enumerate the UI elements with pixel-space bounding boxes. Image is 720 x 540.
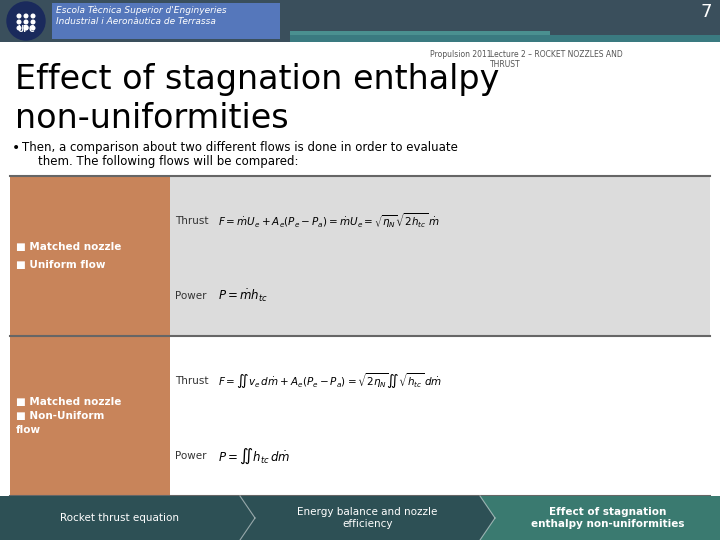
Bar (290, 31, 550, 35)
Text: •: • (12, 141, 20, 155)
Text: UPC: UPC (17, 24, 35, 33)
Text: $F = \dot{m}U_e + A_e(P_e - P_a) = \dot{m}U_e = \sqrt{\eta_N}\sqrt{2h_{tc}}\,\do: $F = \dot{m}U_e + A_e(P_e - P_a) = \dot{… (218, 211, 439, 230)
Text: $P = \dot{m}h_{tc}$: $P = \dot{m}h_{tc}$ (218, 288, 268, 304)
Text: non-uniformities: non-uniformities (15, 102, 289, 134)
Text: ■ Matched nozzle: ■ Matched nozzle (16, 397, 122, 407)
Circle shape (31, 14, 35, 18)
Circle shape (24, 26, 28, 30)
Text: Power: Power (175, 291, 207, 301)
Text: Escola Tècnica Superior d'Enginyeries: Escola Tècnica Superior d'Enginyeries (56, 5, 227, 15)
Circle shape (24, 14, 28, 18)
Circle shape (31, 26, 35, 30)
Circle shape (17, 20, 21, 24)
Text: Energy balance and nozzle
efficiency: Energy balance and nozzle efficiency (297, 507, 438, 529)
Text: Propulsion 2011: Propulsion 2011 (430, 50, 492, 59)
Bar (170, 176, 710, 336)
Text: Thrust: Thrust (175, 376, 209, 386)
Text: Effect of stagnation
enthalpy non-uniformities: Effect of stagnation enthalpy non-unifor… (531, 507, 684, 529)
Text: $F = \iint v_e\,d\dot{m} + A_e(P_e - P_a) = \sqrt{2\eta_N}\iint\sqrt{h_{tc}}\,d\: $F = \iint v_e\,d\dot{m} + A_e(P_e - P_a… (218, 371, 442, 391)
Text: ■ Non-Uniform: ■ Non-Uniform (16, 411, 104, 421)
Polygon shape (240, 496, 480, 540)
Text: Lecture 2 – ROCKET NOZZLES AND
THRUST: Lecture 2 – ROCKET NOZZLES AND THRUST (490, 50, 623, 70)
Text: $P = \iint h_{tc}\,d\dot{m}$: $P = \iint h_{tc}\,d\dot{m}$ (218, 447, 290, 465)
Polygon shape (480, 496, 720, 540)
Text: them. The following flows will be compared:: them. The following flows will be compar… (38, 156, 299, 168)
Circle shape (17, 14, 21, 18)
Bar (170, 336, 710, 496)
Circle shape (24, 20, 28, 24)
Bar (0, 496, 720, 540)
Text: Rocket thrust equation: Rocket thrust equation (60, 513, 179, 523)
Text: Thrust: Thrust (175, 216, 209, 226)
Circle shape (31, 20, 35, 24)
Text: ■ Matched nozzle: ■ Matched nozzle (16, 242, 122, 252)
Bar (0, 0, 720, 42)
Circle shape (17, 26, 21, 30)
Bar (52, 3, 280, 39)
Bar (10, 176, 170, 336)
Circle shape (7, 2, 45, 40)
Bar (10, 336, 170, 496)
Bar (290, 35, 720, 42)
Text: ■ Uniform flow: ■ Uniform flow (16, 260, 106, 270)
Text: Then, a comparison about two different flows is done in order to evaluate: Then, a comparison about two different f… (22, 141, 458, 154)
Text: Effect of stagnation enthalpy: Effect of stagnation enthalpy (15, 64, 500, 97)
Text: Power: Power (175, 451, 207, 461)
Text: 7: 7 (701, 3, 712, 21)
Text: flow: flow (16, 425, 41, 435)
Text: Industrial i Aeronàutica de Terrassa: Industrial i Aeronàutica de Terrassa (56, 17, 216, 26)
Polygon shape (0, 496, 240, 540)
